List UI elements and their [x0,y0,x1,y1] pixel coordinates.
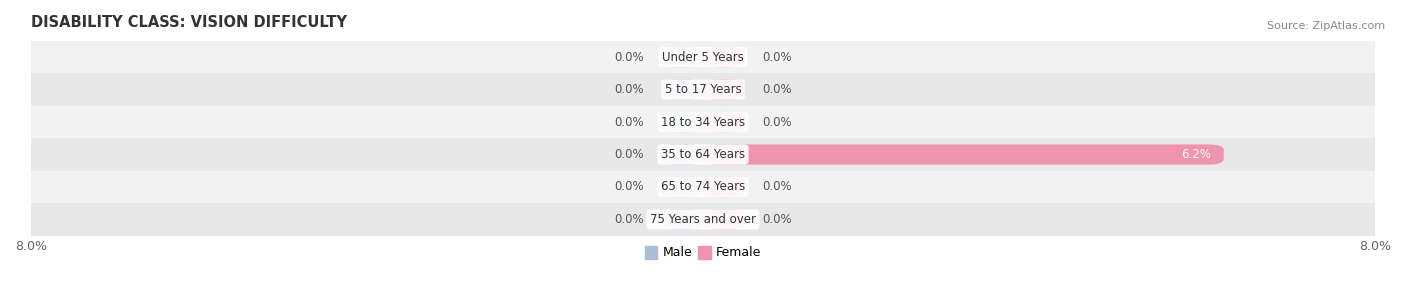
Text: 75 Years and over: 75 Years and over [650,213,756,226]
Legend: Male, Female: Male, Female [640,241,766,264]
Text: 18 to 34 Years: 18 to 34 Years [661,116,745,128]
Text: 0.0%: 0.0% [614,148,644,161]
FancyBboxPatch shape [703,209,745,229]
Text: 0.0%: 0.0% [614,116,644,128]
Bar [31,41,1375,74]
FancyBboxPatch shape [703,112,745,132]
Bar [31,203,1375,236]
FancyBboxPatch shape [661,47,703,67]
FancyBboxPatch shape [661,177,703,197]
FancyBboxPatch shape [661,145,703,165]
Text: 0.0%: 0.0% [762,116,792,128]
Text: 0.0%: 0.0% [762,51,792,64]
FancyBboxPatch shape [703,177,745,197]
Text: 0.0%: 0.0% [762,213,792,226]
Text: 35 to 64 Years: 35 to 64 Years [661,148,745,161]
FancyBboxPatch shape [703,145,1223,165]
Text: 0.0%: 0.0% [614,83,644,96]
Text: 0.0%: 0.0% [614,51,644,64]
FancyBboxPatch shape [703,80,745,100]
Text: 65 to 74 Years: 65 to 74 Years [661,181,745,193]
Text: Under 5 Years: Under 5 Years [662,51,744,64]
FancyBboxPatch shape [661,209,703,229]
Bar [31,171,1375,203]
Bar [31,74,1375,106]
Bar [31,138,1375,171]
Text: 6.2%: 6.2% [1181,148,1211,161]
FancyBboxPatch shape [661,80,703,100]
Text: DISABILITY CLASS: VISION DIFFICULTY: DISABILITY CLASS: VISION DIFFICULTY [31,15,347,30]
Text: 0.0%: 0.0% [762,83,792,96]
Text: 5 to 17 Years: 5 to 17 Years [665,83,741,96]
Text: 0.0%: 0.0% [614,181,644,193]
FancyBboxPatch shape [703,47,745,67]
Text: 0.0%: 0.0% [614,213,644,226]
Text: Source: ZipAtlas.com: Source: ZipAtlas.com [1267,21,1385,31]
Text: 0.0%: 0.0% [762,181,792,193]
FancyBboxPatch shape [661,112,703,132]
Bar [31,106,1375,138]
